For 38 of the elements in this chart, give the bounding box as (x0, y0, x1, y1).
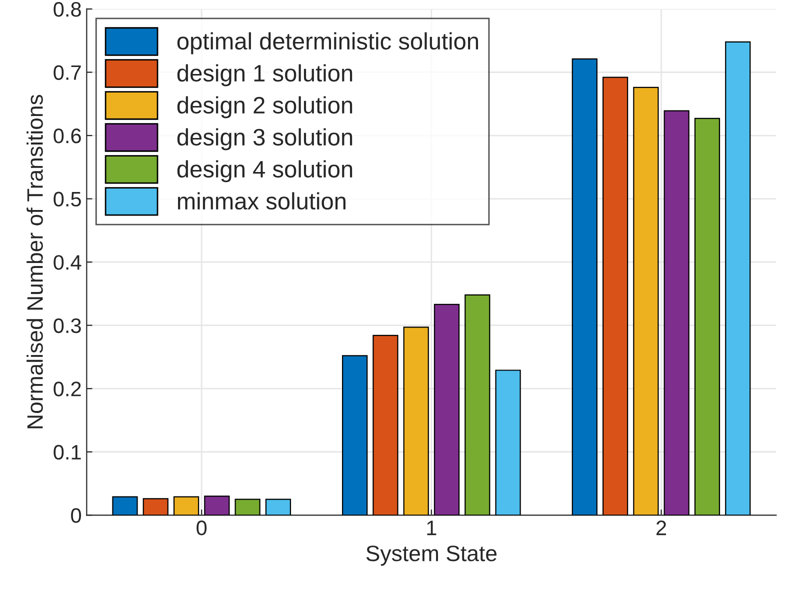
bar (434, 304, 460, 516)
x-axis-title: System State (366, 546, 497, 566)
x-tick-label: 0 (196, 520, 207, 536)
x-tick-label: 1 (427, 520, 436, 536)
legend-label: design 2 solution (177, 96, 352, 118)
bar (142, 498, 168, 516)
y-axis-title: Normalised Number of Transitions (26, 94, 43, 428)
bar (572, 58, 598, 516)
y-tick-label: 0.5 (54, 192, 81, 207)
legend-label: design 3 solution (177, 128, 352, 150)
bar (403, 326, 429, 516)
bar (173, 496, 200, 516)
y-tick-label: 0.6 (54, 128, 81, 144)
bar (342, 355, 368, 516)
bar (204, 496, 230, 516)
y-tick-label: 0.3 (54, 318, 81, 334)
y-tick-label: 0.1 (54, 444, 81, 460)
bar (725, 41, 751, 516)
bar (464, 294, 490, 516)
y-tick-label: 0.2 (54, 382, 81, 396)
y-tick-label: 0.8 (54, 2, 81, 17)
bar (234, 498, 260, 516)
legend-label: design 1 solution (177, 64, 352, 86)
bar (633, 86, 659, 516)
y-tick-label: 0.7 (54, 65, 81, 80)
legend-label: minmax solution (178, 192, 346, 210)
bar (602, 76, 628, 516)
bar (112, 496, 138, 516)
bar (265, 498, 292, 516)
bar (495, 370, 521, 516)
y-tick-label: 0 (71, 508, 82, 523)
bar (694, 118, 720, 516)
y-tick-label: 0.4 (54, 255, 82, 270)
x-tick-label: 2 (656, 520, 666, 536)
bar (372, 334, 398, 516)
legend-label: optimal deterministic solution (177, 32, 478, 54)
bar (664, 110, 690, 516)
legend-label: design 4 solution (177, 160, 352, 182)
